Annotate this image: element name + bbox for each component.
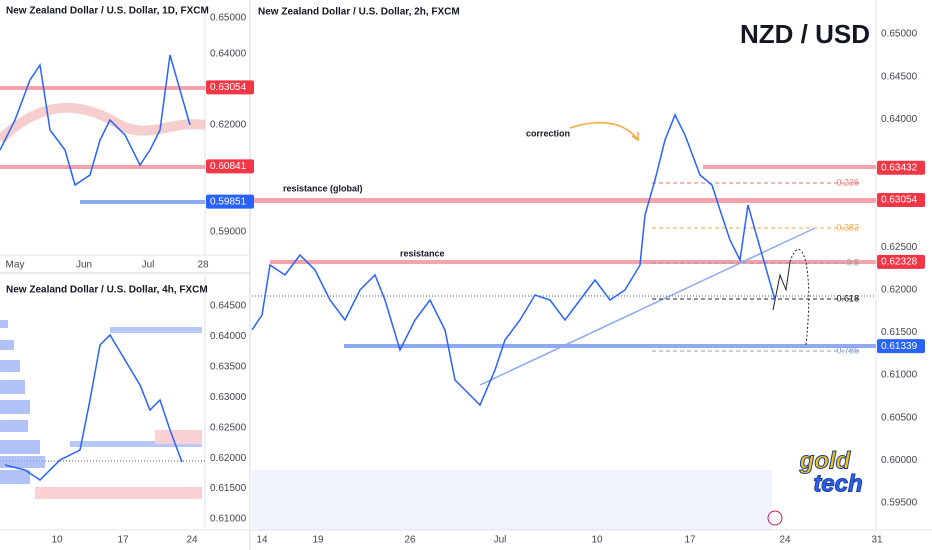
price-tag [877,160,925,175]
time-label: 17 [684,535,696,546]
projection [789,249,810,346]
time-label: 19 [312,535,324,546]
panel-title: New Zealand Dollar / U.S. Dollar, 4h, FX… [6,285,208,296]
price-label: 0.59000 [210,227,247,238]
price-label: 0.62000 [210,453,247,464]
price-label: 0.60000 [881,455,918,466]
zone [155,430,202,444]
price-label: 0.60500 [881,412,918,423]
price-tag [206,80,254,95]
price-label: 0.65000 [881,29,918,40]
price-label: 0.61500 [881,327,918,338]
time-label: 28 [197,260,209,271]
price-tag-label: 0.63054 [210,82,247,93]
annotation: correction [526,128,570,138]
price-line [251,113,776,407]
arrow [569,121,639,141]
price-tag [206,194,254,209]
fib-label: 0.382 [836,222,859,232]
price-label: 0.62000 [210,120,247,131]
time-label: 17 [117,535,129,546]
fib-label: 0.5 [846,257,859,267]
price-label: 0.62000 [881,284,918,295]
price-tag [877,192,925,207]
time-label: 10 [591,535,603,546]
price-line [0,54,191,187]
price-line [4,333,183,481]
resistance-global [252,198,876,203]
resistance [270,260,876,264]
price-label: 0.65000 [210,13,247,24]
fib-label: 0.236 [836,177,859,187]
fib-label: 0.786 [836,345,859,355]
time-label: Jul [494,535,507,546]
time-label: May [6,260,25,271]
panel-title: New Zealand Dollar / U.S. Dollar, 2h, FX… [258,7,460,18]
zone [35,487,202,499]
logo: gold [799,447,852,474]
trend-line [479,227,816,386]
price-label: 0.61000 [881,370,918,381]
zone [110,327,202,333]
price-tag [206,159,254,174]
event-icon [767,510,783,526]
panel-title: New Zealand Dollar / U.S. Dollar, 1D, FX… [6,6,209,17]
time-label: 26 [404,535,416,546]
price-tag-label: 0.59851 [210,196,247,207]
price-tag [877,339,925,354]
price-tag-label: 0.61339 [881,341,918,352]
price-label: 0.61500 [210,483,247,494]
volume-profile [0,320,45,484]
price-label: 0.63000 [210,392,247,403]
logo: tech [813,470,862,497]
price-label: 0.62500 [881,242,918,253]
time-label: Jul [142,260,155,271]
resistance [703,165,876,169]
price-tag [877,254,925,269]
projection [772,261,791,311]
volume [252,470,772,530]
fib-label: 0.618 [836,293,859,303]
price-label: 0.64000 [881,114,918,125]
heading: NZD / USD [740,19,870,49]
price-tag-label: 0.62328 [881,256,918,267]
price-label: 0.61000 [210,514,247,525]
time-label: 10 [51,535,63,546]
support-zone [0,165,205,169]
time-label: 14 [256,535,268,546]
time-label: Jun [76,260,92,271]
price-label: 0.62500 [210,422,247,433]
ribbon [0,102,206,144]
price-tag-label: 0.63054 [881,195,918,206]
time-label: 31 [871,535,883,546]
price-tag-label: 0.60841 [210,161,247,172]
price-label: 0.64500 [881,71,918,82]
support [344,344,876,348]
fib-lines [652,182,860,352]
price-label: 0.64500 [210,301,247,312]
price-label: 0.64000 [210,48,247,59]
price-tag-label: 0.63432 [881,162,918,173]
time-label: 24 [779,535,791,546]
time-label: 24 [186,535,198,546]
support-zone [80,200,205,204]
price-label: 0.59500 [881,498,918,509]
zone [70,441,202,447]
arrowhead [631,132,639,142]
resistance-zone [0,86,205,90]
annotation: resistance [400,248,445,258]
price-label: 0.63500 [210,361,247,372]
annotation: resistance (global) [283,183,363,193]
price-label: 0.64000 [210,331,247,342]
